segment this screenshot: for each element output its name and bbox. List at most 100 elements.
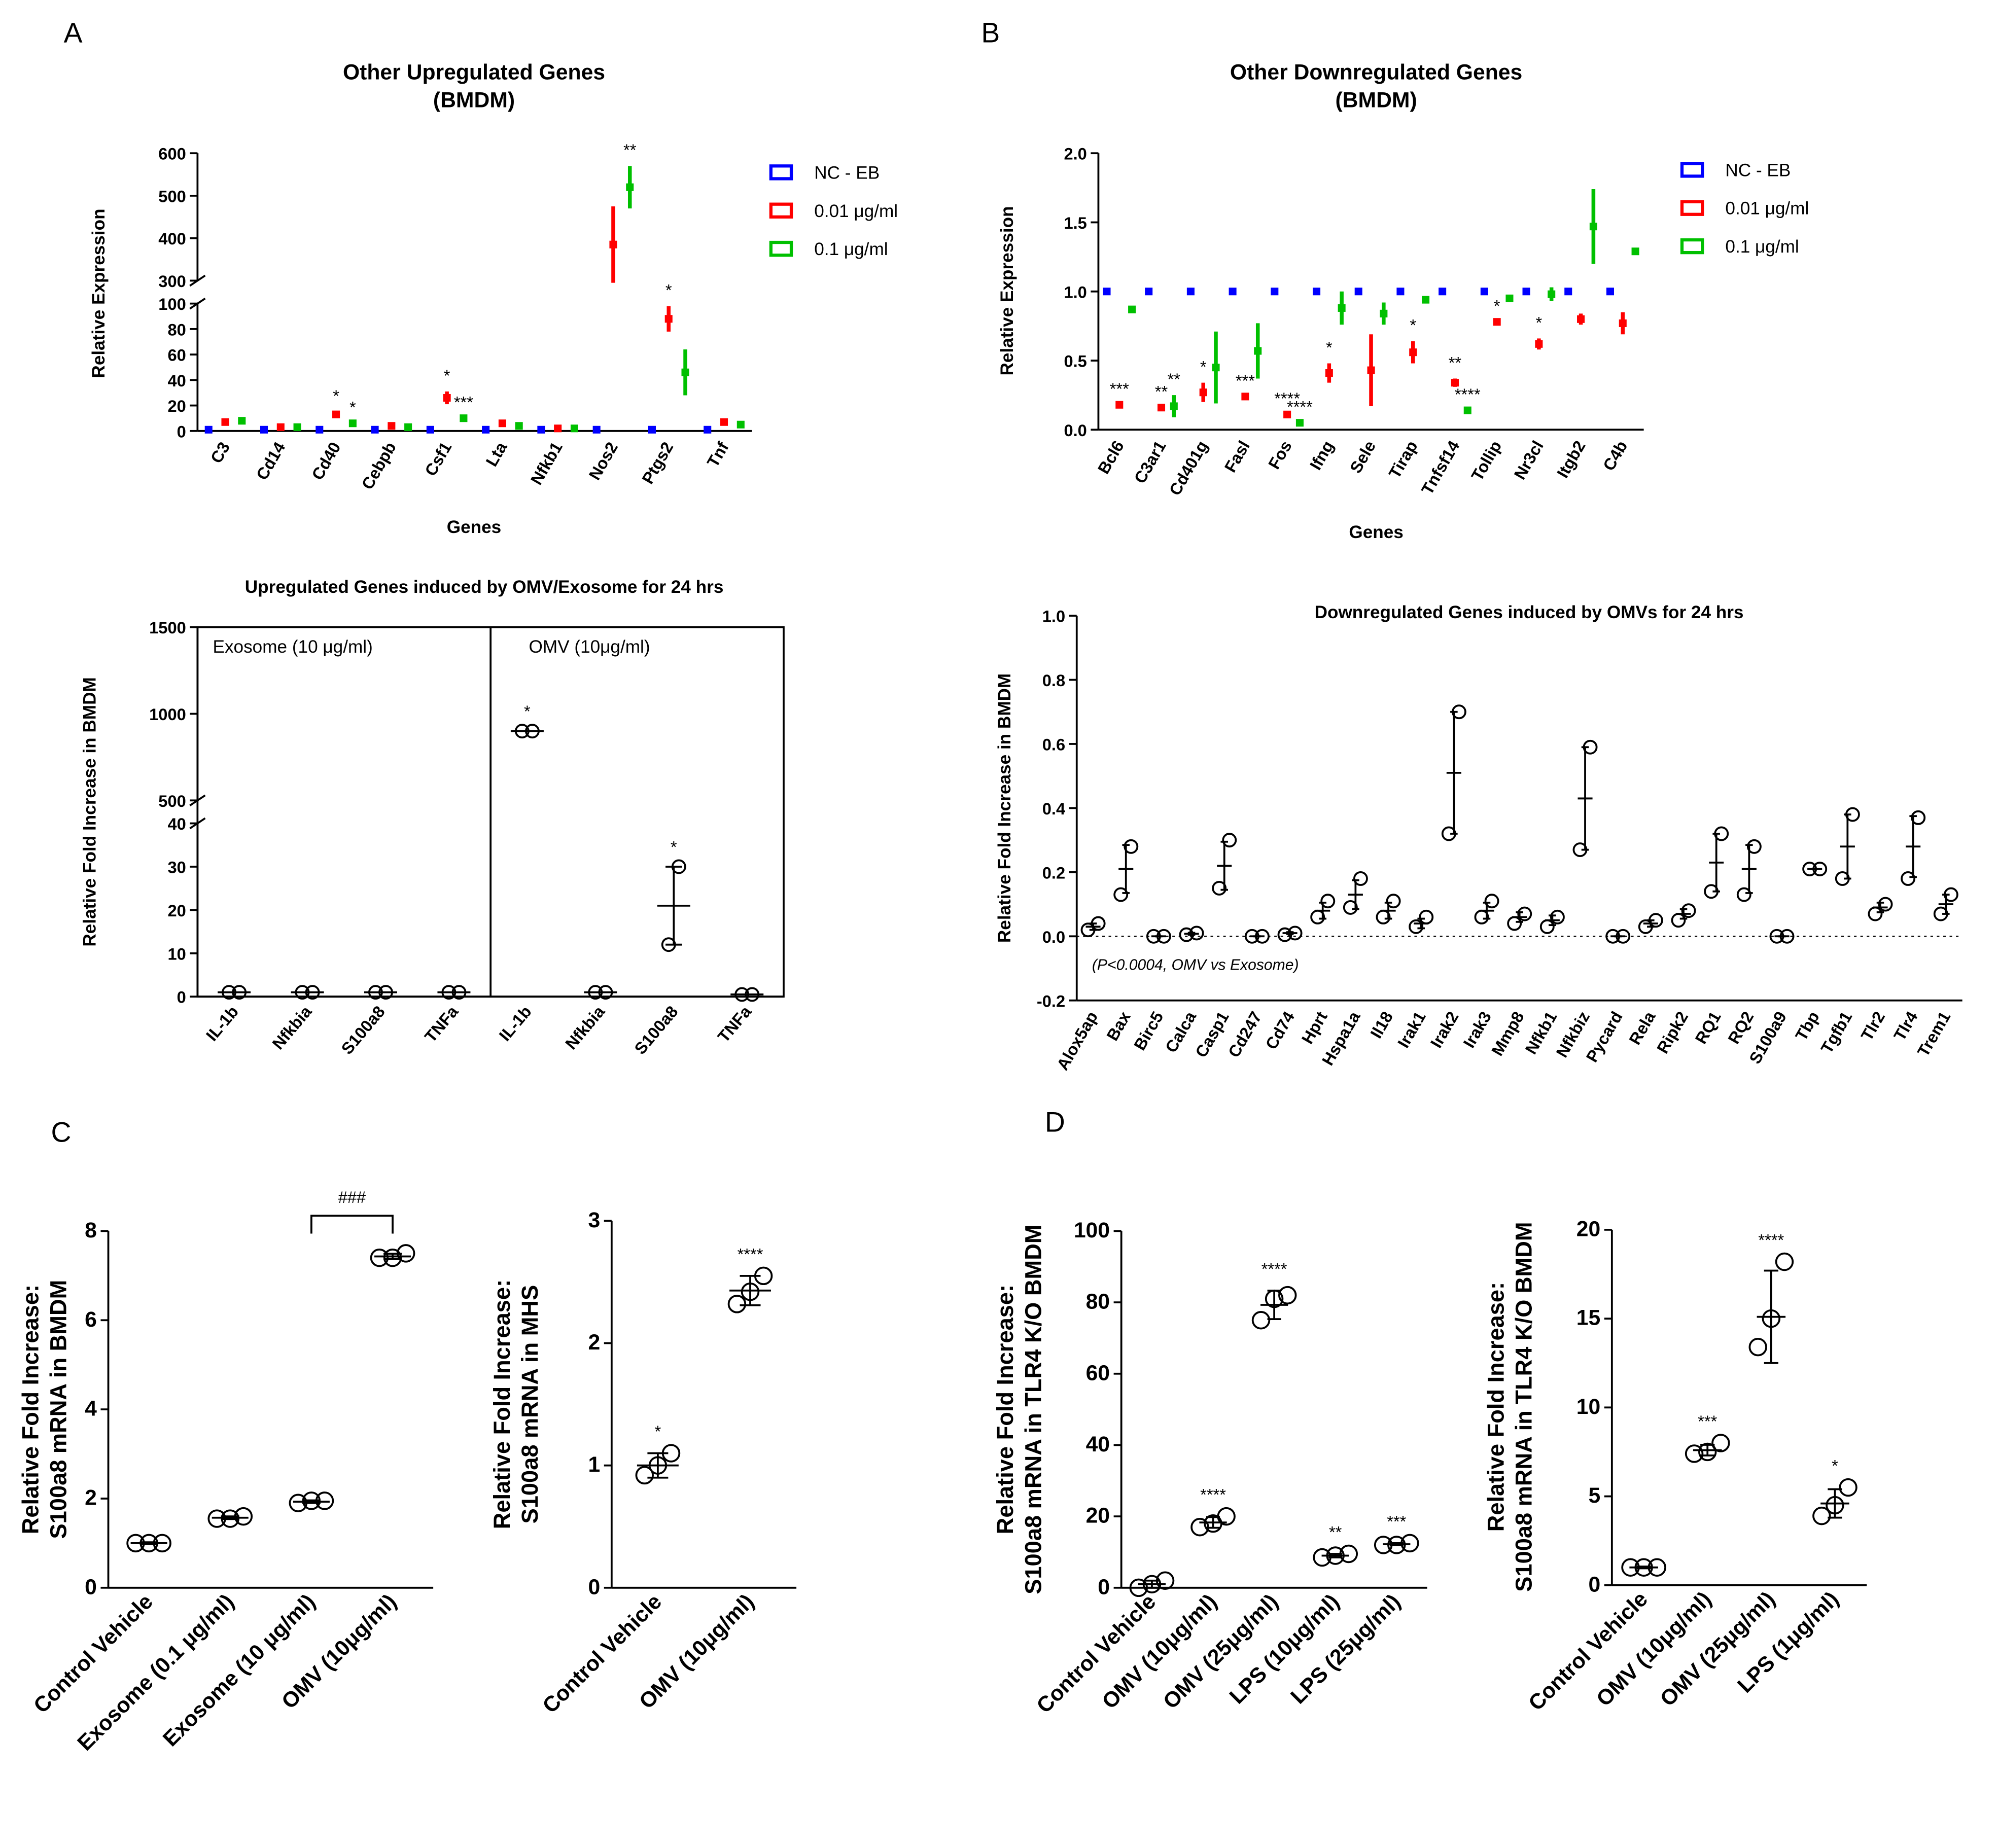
x-tick-label: C3 — [206, 439, 233, 467]
data-point — [1103, 288, 1111, 296]
data-point — [1775, 1252, 1794, 1271]
y-tick-label: 2.0 — [1064, 145, 1086, 163]
data-point — [1312, 288, 1321, 296]
significance: * — [1494, 297, 1500, 315]
data-point — [1128, 305, 1136, 313]
data-point — [1283, 410, 1291, 418]
data-point — [1199, 388, 1207, 397]
data-point — [592, 425, 601, 434]
y-axis-label: Relative Fold Increase: — [992, 1285, 1018, 1534]
data-point — [1505, 294, 1514, 302]
legend-label: 0.1 μg/ml — [814, 239, 888, 259]
x-tick-label: S100a8 — [630, 1002, 682, 1058]
y-tick-label: 500 — [158, 187, 186, 205]
x-tick-label: Tbp — [1792, 1008, 1823, 1044]
x-tick-label: Tlr2 — [1857, 1008, 1888, 1044]
y-tick-label: -0.2 — [1037, 991, 1065, 1010]
data-point — [1550, 909, 1565, 925]
y-tick-label: 600 — [158, 145, 186, 163]
x-tick-label: Fasl — [1220, 437, 1253, 475]
panel-label: C — [51, 1117, 71, 1148]
data-point — [1606, 288, 1615, 296]
x-tick-label: C3ar1 — [1130, 437, 1169, 486]
x-tick-label: IL-1b — [495, 1002, 535, 1045]
significance: * — [1200, 358, 1207, 376]
y-tick-label: 0 — [1588, 1572, 1600, 1596]
y-tick-label: 0.0 — [1064, 421, 1086, 440]
data-point — [204, 425, 213, 434]
y-tick-label: 1000 — [149, 705, 186, 724]
x-tick-label: Hprt — [1298, 1008, 1331, 1047]
x-tick-label: Cd401g — [1165, 437, 1211, 499]
data-point — [1186, 288, 1195, 296]
data-point — [316, 425, 324, 434]
x-tick-label: Nr3cl — [1510, 437, 1547, 482]
data-point — [1338, 304, 1346, 312]
y-tick-label: 2 — [588, 1330, 600, 1355]
data-point — [260, 425, 268, 434]
x-tick-label: Alox5ap — [1053, 1008, 1102, 1073]
data-point — [1439, 288, 1447, 296]
data-point — [1564, 288, 1572, 296]
data-point — [1124, 839, 1139, 854]
data-point — [1493, 318, 1501, 326]
x-tick-label: Mmp8 — [1488, 1008, 1528, 1059]
y-tick-label: 2 — [85, 1486, 97, 1510]
data-point — [1353, 871, 1368, 886]
significance: **** — [1758, 1231, 1784, 1250]
y-tick-label: 10 — [167, 944, 186, 963]
note: (P<0.0004, OMV vs Exosome) — [1092, 956, 1299, 973]
x-tick-label: LPS (10μg/ml) — [1225, 1589, 1344, 1709]
y-tick-label: 20 — [1576, 1217, 1600, 1241]
legend-label: 0.01 μg/ml — [814, 201, 898, 221]
x-tick-label: Irak2 — [1426, 1008, 1462, 1051]
significance: * — [349, 398, 356, 417]
data-point — [1736, 887, 1751, 902]
x-tick-label: Tollip — [1467, 437, 1505, 484]
legend-swatch — [769, 240, 793, 257]
legend-swatch — [1680, 238, 1704, 255]
x-tick-label: Ptgs2 — [638, 439, 677, 487]
data-point — [1631, 247, 1639, 256]
panel-label: B — [981, 17, 1000, 49]
x-tick-label: Irak1 — [1394, 1008, 1429, 1051]
data-point — [238, 417, 246, 425]
data-point — [460, 414, 468, 422]
significance: **** — [1274, 389, 1300, 408]
x-tick-label: Nfkb1 — [527, 439, 566, 488]
y-tick-label: 1.5 — [1064, 214, 1086, 232]
data-point — [388, 422, 396, 430]
data-point — [426, 425, 434, 434]
significance: * — [444, 366, 450, 385]
data-point — [1251, 1311, 1271, 1330]
significance: **** — [1200, 1485, 1226, 1504]
data-point — [626, 183, 634, 191]
y-tick-label: 0.0 — [1042, 928, 1065, 946]
x-tick-label: RQ1 — [1691, 1008, 1725, 1047]
significance: **** — [738, 1245, 763, 1263]
y-axis-label: S100a8 mRNA in MHS — [517, 1285, 543, 1524]
y-tick-label: 1.0 — [1064, 282, 1086, 301]
data-point — [1911, 810, 1926, 825]
significance: **** — [1261, 1259, 1287, 1278]
y-tick-label: 0 — [588, 1575, 600, 1599]
data-point — [1577, 315, 1585, 323]
data-point — [1320, 894, 1336, 909]
x-tick-label: S100a8 — [337, 1002, 389, 1058]
data-point — [1386, 894, 1401, 909]
data-point — [1278, 1286, 1297, 1305]
y-tick-label: 100 — [1074, 1218, 1110, 1242]
data-point — [1409, 348, 1417, 357]
x-tick-label: Ifng — [1306, 437, 1337, 473]
significance: **** — [1455, 385, 1481, 404]
data-point — [404, 423, 412, 431]
y-tick-label: 100 — [158, 295, 186, 313]
data-point — [293, 423, 301, 431]
y-tick-label: 80 — [1086, 1290, 1110, 1314]
x-tick-label: Bcl6 — [1094, 437, 1128, 477]
legend-label: 0.1 μg/ml — [1725, 237, 1799, 257]
legend-label: 0.01 μg/ml — [1725, 199, 1809, 219]
data-point — [1535, 340, 1543, 348]
significance: * — [1832, 1456, 1838, 1475]
data-point — [1522, 288, 1530, 296]
